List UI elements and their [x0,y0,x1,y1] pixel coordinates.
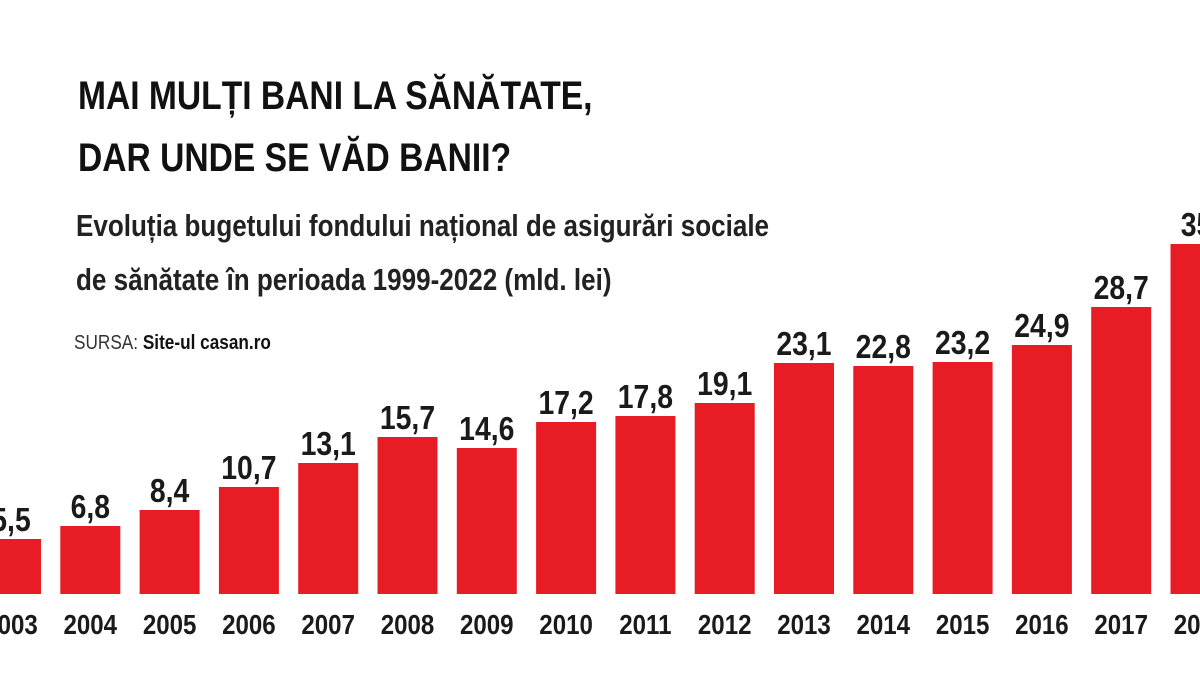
bar-value-label-2015: 23,2 [935,324,990,362]
bar-2018 [1170,244,1200,594]
bar-value-label-2011: 17,8 [618,378,673,416]
bar-2007 [298,463,359,594]
bar-2008 [377,437,438,594]
x-tick-label-2003: 2003 [0,608,38,640]
bar-2014 [853,366,914,594]
bar-2009 [456,448,517,594]
bar-value-label-2010: 17,2 [538,384,593,422]
bar-value-label-2007: 13,1 [301,425,356,463]
bar-value-label-2008: 15,7 [380,399,435,437]
chart-source: SURSA: Site-ul casan.ro [74,332,271,355]
x-tick-label-2018: 2018 [1174,608,1200,640]
chart-title-line-1: MAI MULȚI BANI LA SĂNĂTATE, [78,74,593,118]
chart-subtitle-line-2: de sănătate în perioada 1999-2022 (mld. … [76,262,612,297]
bar-value-label-2006: 10,7 [221,449,276,487]
x-tick-label-2016: 2016 [1015,608,1069,640]
bar-value-label-2018: 35, [1181,206,1200,244]
bar-2006 [218,487,279,594]
x-tick-label-2015: 2015 [936,608,990,640]
bar-value-label-2012: 19,1 [697,365,752,403]
bar-2013 [774,363,834,594]
x-tick-label-2007: 2007 [301,608,355,640]
chart-subtitle-line-1: Evoluția bugetului fondului național de … [76,208,770,243]
x-tick-label-2005: 2005 [143,608,197,640]
bar-value-label-2014: 22,8 [856,328,911,366]
x-tick-label-2004: 2004 [64,608,118,640]
bar-2004 [60,526,121,594]
bar-2016 [1011,345,1072,594]
bar-2010 [536,422,597,594]
x-tick-label-2014: 2014 [857,608,911,640]
source-value: Site-ul casan.ro [142,332,271,354]
bar-value-label-2016: 24,9 [1014,307,1069,345]
x-tick-label-2012: 2012 [698,608,752,640]
x-tick-label-2013: 2013 [777,608,831,640]
bar-value-label-2004: 6,8 [71,488,110,526]
bar-value-label-2003: 5,5 [0,501,31,539]
x-tick-label-2010: 2010 [539,608,593,640]
chart-title-line-2: DAR UNDE SE VĂD BANII? [78,136,512,180]
bar-2003 [0,539,41,594]
x-tick-label-2008: 2008 [381,608,435,640]
bar-2017 [1091,307,1152,594]
bar-2005 [139,510,200,594]
bar-value-label-2005: 8,4 [150,472,189,510]
source-label: SURSA: [74,332,139,354]
bar-value-label-2013: 23,1 [776,325,831,363]
bar-value-label-2009: 14,6 [459,410,514,448]
bar-value-label-2017: 28,7 [1094,269,1149,307]
x-tick-label-2006: 2006 [222,608,276,640]
x-tick-label-2011: 2011 [619,608,671,640]
x-tick-label-2017: 2017 [1094,608,1148,640]
bar-2012 [694,403,755,594]
bar-2015 [932,362,993,594]
x-tick-label-2009: 2009 [460,608,514,640]
bar-2011 [615,416,676,594]
